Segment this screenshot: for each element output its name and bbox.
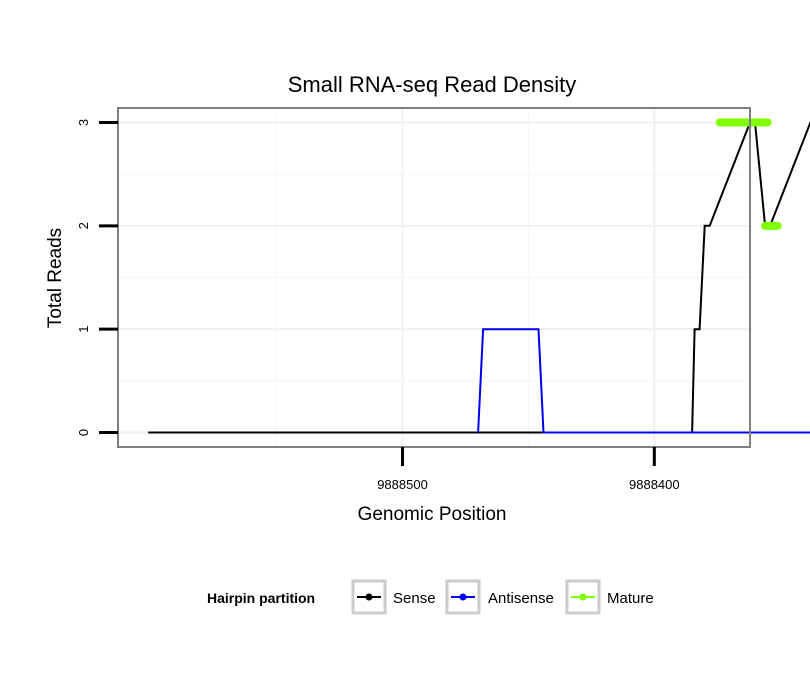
legend-title: Hairpin partition — [207, 590, 315, 606]
legend-label-mature: Mature — [607, 590, 654, 607]
y-tick-label: 0 — [76, 429, 91, 436]
plot-border — [117, 107, 751, 448]
legend-label-sense: Sense — [393, 590, 436, 607]
y-tick-label: 3 — [76, 119, 91, 126]
y-tick-label: 1 — [76, 326, 91, 333]
series-sense-line — [148, 121, 810, 434]
legend: Hairpin partition Sense Antisense Mature — [207, 579, 654, 615]
series-antisense-line — [477, 328, 810, 434]
legend-key-point-antisense — [459, 593, 467, 601]
chart-title: Small RNA-seq Read Density — [288, 72, 577, 97]
series-layer — [148, 118, 810, 434]
legend-key-point-mature — [579, 593, 587, 601]
axes: 0 1 2 3 9888500 9888400 — [76, 119, 680, 492]
x-axis-title: Genomic Position — [358, 504, 507, 525]
x-tick-label: 9888500 — [377, 477, 428, 492]
x-tick-label: 9888400 — [629, 477, 680, 492]
legend-label-antisense: Antisense — [488, 590, 554, 607]
grid — [118, 108, 750, 447]
y-tick-label: 2 — [76, 222, 91, 229]
y-axis-title: Total Reads — [45, 228, 66, 328]
legend-key-point-sense — [365, 593, 373, 601]
